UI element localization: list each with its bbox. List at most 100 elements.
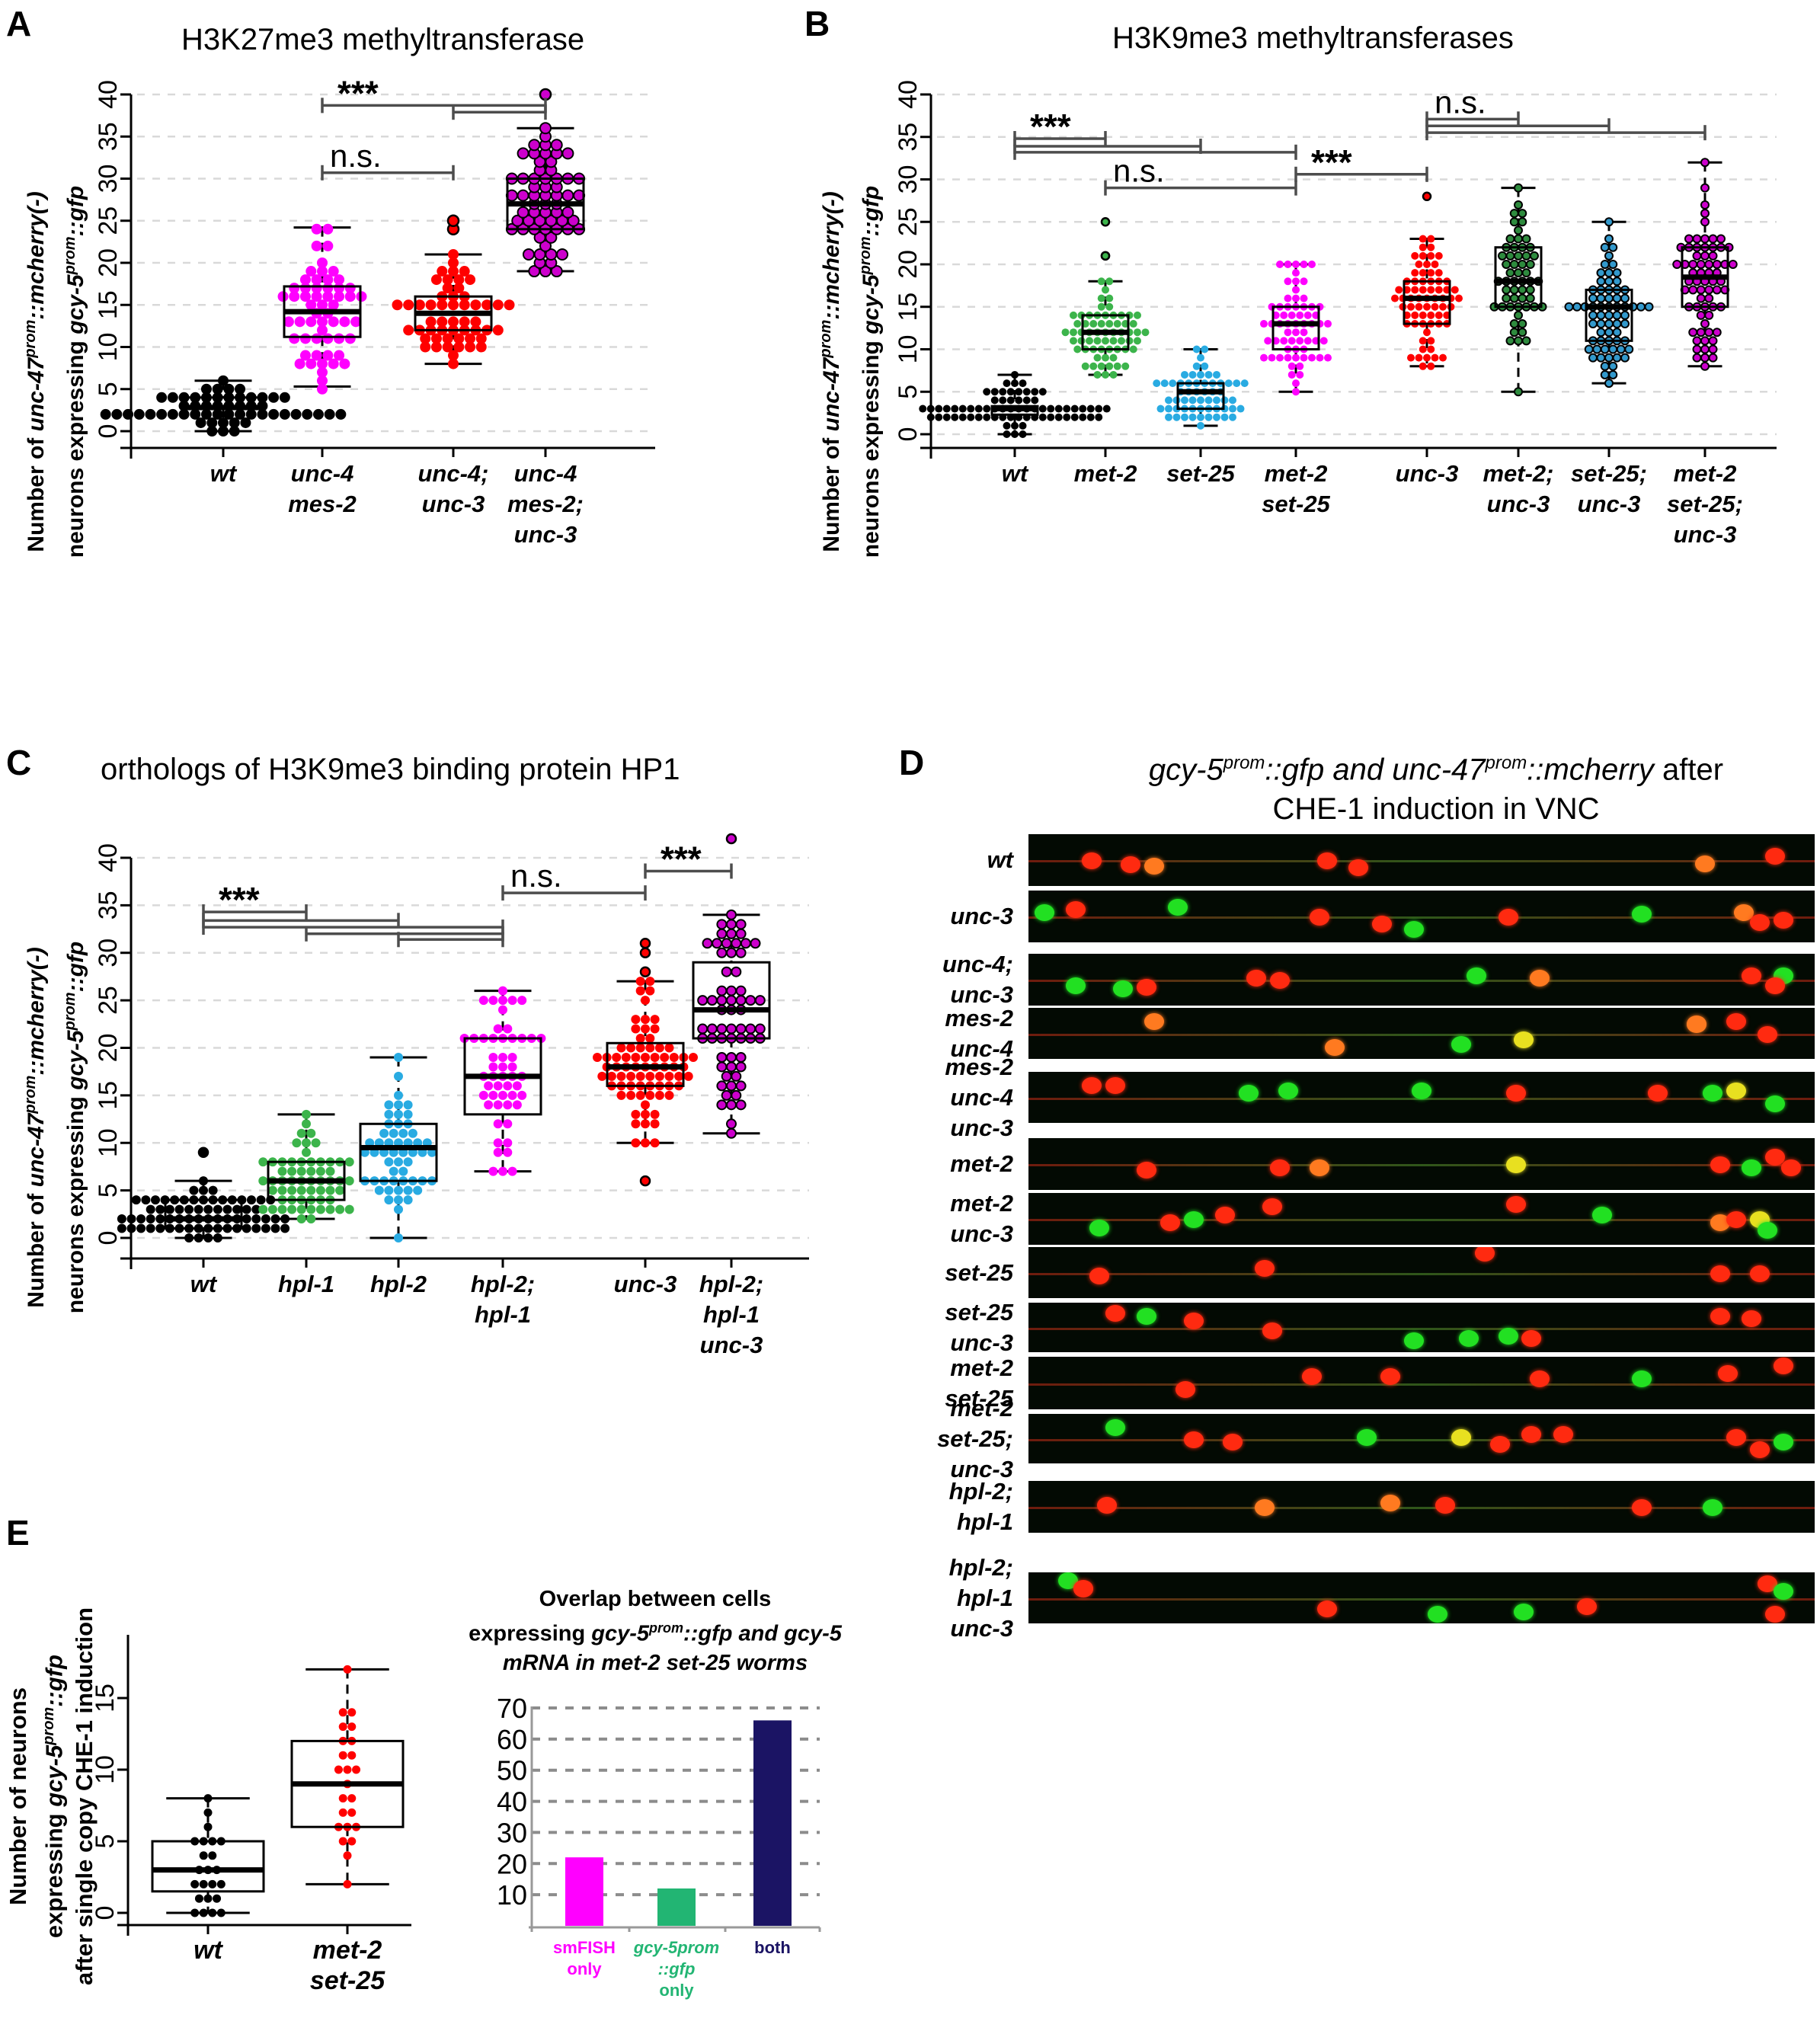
data-point	[635, 986, 645, 996]
data-point	[1427, 337, 1435, 345]
data-point	[184, 1233, 194, 1242]
data-point	[1600, 361, 1610, 371]
data-point	[1604, 353, 1614, 363]
data-point	[641, 1119, 650, 1129]
micrograph-label: unc-4; unc-3	[942, 951, 1013, 1008]
neuron-cell	[1467, 967, 1487, 984]
data-point	[343, 1665, 352, 1674]
data-point	[1229, 413, 1236, 421]
data-point	[190, 1879, 200, 1888]
data-point	[1624, 344, 1634, 354]
data-point	[218, 426, 229, 437]
data-point	[223, 383, 235, 395]
data-point	[1427, 251, 1435, 260]
data-point	[328, 266, 339, 277]
data-point	[403, 325, 414, 336]
data-point	[146, 1204, 155, 1214]
data-point	[394, 1204, 403, 1214]
bar-category-label: smFISH only	[553, 1938, 616, 1978]
data-point	[1006, 388, 1015, 396]
data-point	[1113, 362, 1121, 370]
data-point	[206, 417, 218, 428]
data-point	[1708, 353, 1718, 363]
data-point	[317, 375, 328, 386]
data-point	[344, 283, 356, 294]
data-point	[597, 1071, 607, 1081]
data-point	[488, 1090, 498, 1100]
data-point	[507, 1166, 517, 1176]
data-point	[697, 1023, 708, 1035]
data-point	[1284, 353, 1292, 362]
data-point	[1712, 285, 1722, 295]
data-point	[1303, 311, 1312, 319]
data-point	[1089, 362, 1098, 370]
data-point	[305, 299, 317, 311]
data-point	[213, 1204, 222, 1214]
y-tick-label: 10	[497, 1879, 527, 1911]
micrograph-label: set-25 unc-3	[945, 1298, 1013, 1356]
axon-line	[1028, 1164, 1815, 1166]
y-tick-label: 0	[94, 1231, 123, 1246]
data-point	[296, 1185, 306, 1195]
box	[1585, 288, 1633, 342]
neuron-cell	[1144, 858, 1165, 875]
data-point	[1105, 294, 1114, 302]
data-point	[299, 291, 311, 302]
data-point	[296, 1166, 306, 1176]
neuron-cell	[1765, 847, 1786, 865]
data-point	[1316, 353, 1324, 362]
data-point	[726, 947, 737, 958]
data-point	[1113, 320, 1121, 328]
significance-bracket	[1425, 125, 1706, 141]
neuron-cell	[1529, 1370, 1550, 1388]
neuron-cell	[1121, 856, 1141, 874]
data-point	[322, 350, 334, 361]
data-point	[974, 405, 983, 413]
data-point	[261, 1214, 270, 1224]
box	[1494, 246, 1543, 309]
data-point	[716, 995, 728, 1006]
neuron-cell	[1270, 972, 1291, 990]
data-point	[726, 1051, 737, 1063]
data-point	[403, 1157, 413, 1167]
data-point	[1097, 362, 1105, 370]
data-point	[726, 1127, 737, 1139]
data-point	[322, 291, 334, 302]
data-point	[199, 1879, 208, 1888]
data-point	[612, 1052, 622, 1062]
data-point	[650, 1052, 660, 1062]
data-point	[229, 417, 240, 428]
data-point	[1011, 430, 1019, 438]
data-point	[167, 408, 178, 420]
x-tick-label: wt	[210, 460, 238, 487]
data-point	[983, 405, 991, 413]
data-point	[561, 189, 574, 202]
x-tick-label: hpl-2; hpl-1	[471, 1271, 535, 1328]
data-point	[1700, 183, 1710, 193]
data-point	[475, 333, 487, 344]
data-point	[1079, 413, 1087, 421]
significance-stars-label: ***	[1030, 107, 1071, 146]
data-point	[420, 333, 431, 344]
data-point	[347, 1837, 357, 1846]
data-point	[1220, 413, 1229, 421]
data-point	[302, 1109, 311, 1119]
data-point	[403, 1195, 413, 1205]
micrograph-label: met-2 set-25	[945, 1354, 1013, 1412]
box-group	[117, 1147, 290, 1242]
data-point	[1264, 337, 1272, 345]
data-point	[1419, 286, 1427, 294]
data-point	[545, 155, 558, 168]
y-tick-label: 0	[894, 427, 923, 442]
box-group	[593, 938, 698, 1187]
data-point	[136, 1223, 146, 1233]
data-point	[712, 938, 723, 949]
data-point	[721, 966, 732, 977]
neuron-cell	[1726, 1013, 1746, 1031]
y-tick-label: 10	[94, 333, 123, 362]
data-point	[394, 1157, 403, 1167]
data-point	[403, 1109, 413, 1119]
data-point	[1612, 319, 1622, 329]
data-point	[561, 206, 574, 219]
data-point	[1129, 345, 1137, 353]
